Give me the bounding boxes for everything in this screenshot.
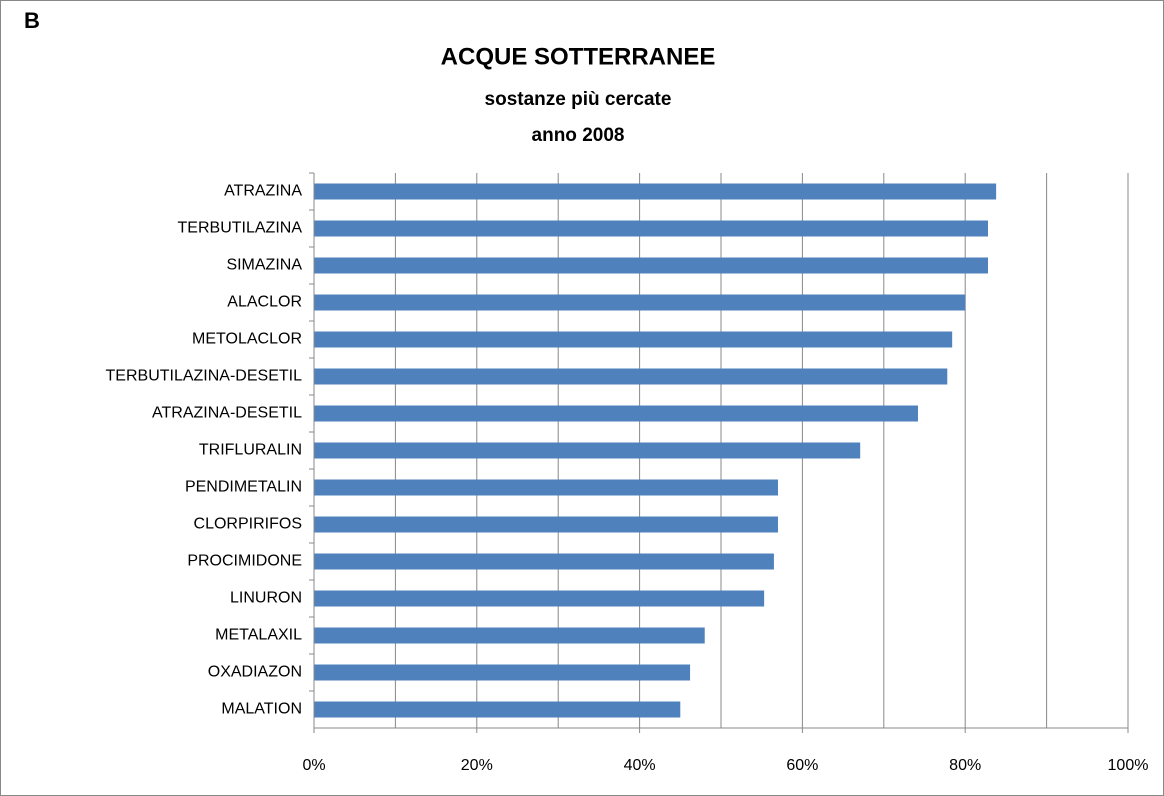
bar — [314, 220, 988, 237]
y-tick-label: TERBUTILAZINA — [178, 220, 303, 237]
bar — [314, 701, 681, 718]
panel-label: B — [24, 8, 40, 33]
bar — [314, 442, 861, 459]
x-tick-label: 100% — [1108, 757, 1149, 774]
y-tick-label: SIMAZINA — [226, 257, 302, 274]
y-tick-label: METOLACLOR — [192, 331, 302, 348]
x-tick-label: 20% — [461, 757, 493, 774]
bar — [314, 294, 966, 311]
bar — [314, 664, 691, 681]
x-tick-label: 40% — [624, 757, 656, 774]
x-tick-label: 80% — [949, 757, 981, 774]
y-tick-label: CLORPIRIFOS — [194, 516, 302, 533]
chart-title: ACQUE SOTTERRANEE — [441, 43, 716, 70]
y-tick-label: ATRAZINA-DESETIL — [152, 405, 302, 422]
y-tick-label: PROCIMIDONE — [187, 553, 302, 570]
y-tick-label: ALACLOR — [227, 294, 302, 311]
y-tick-label: LINURON — [230, 590, 302, 607]
y-tick-label: METALAXIL — [215, 627, 302, 644]
x-tick-label: 0% — [302, 757, 325, 774]
bar — [314, 405, 918, 422]
bar — [314, 331, 953, 348]
x-tick-label: 60% — [786, 757, 818, 774]
chart-subtitle: anno 2008 — [532, 125, 625, 146]
y-tick-label: TERBUTILAZINA-DESETIL — [106, 368, 303, 385]
y-tick-label: TRIFLURALIN — [199, 442, 302, 459]
y-tick-label: MALATION — [221, 701, 302, 718]
y-tick-label: OXADIAZON — [208, 664, 302, 681]
bar — [314, 516, 778, 533]
bar — [314, 368, 948, 385]
bar — [314, 590, 765, 607]
bar — [314, 183, 997, 200]
bar — [314, 627, 705, 644]
bar — [314, 479, 778, 496]
y-tick-label: PENDIMETALIN — [185, 479, 302, 496]
bar — [314, 553, 774, 570]
bar — [314, 257, 988, 274]
y-tick-label: ATRAZINA — [224, 183, 302, 200]
chart-subtitle: sostanze più cercate — [485, 89, 672, 110]
